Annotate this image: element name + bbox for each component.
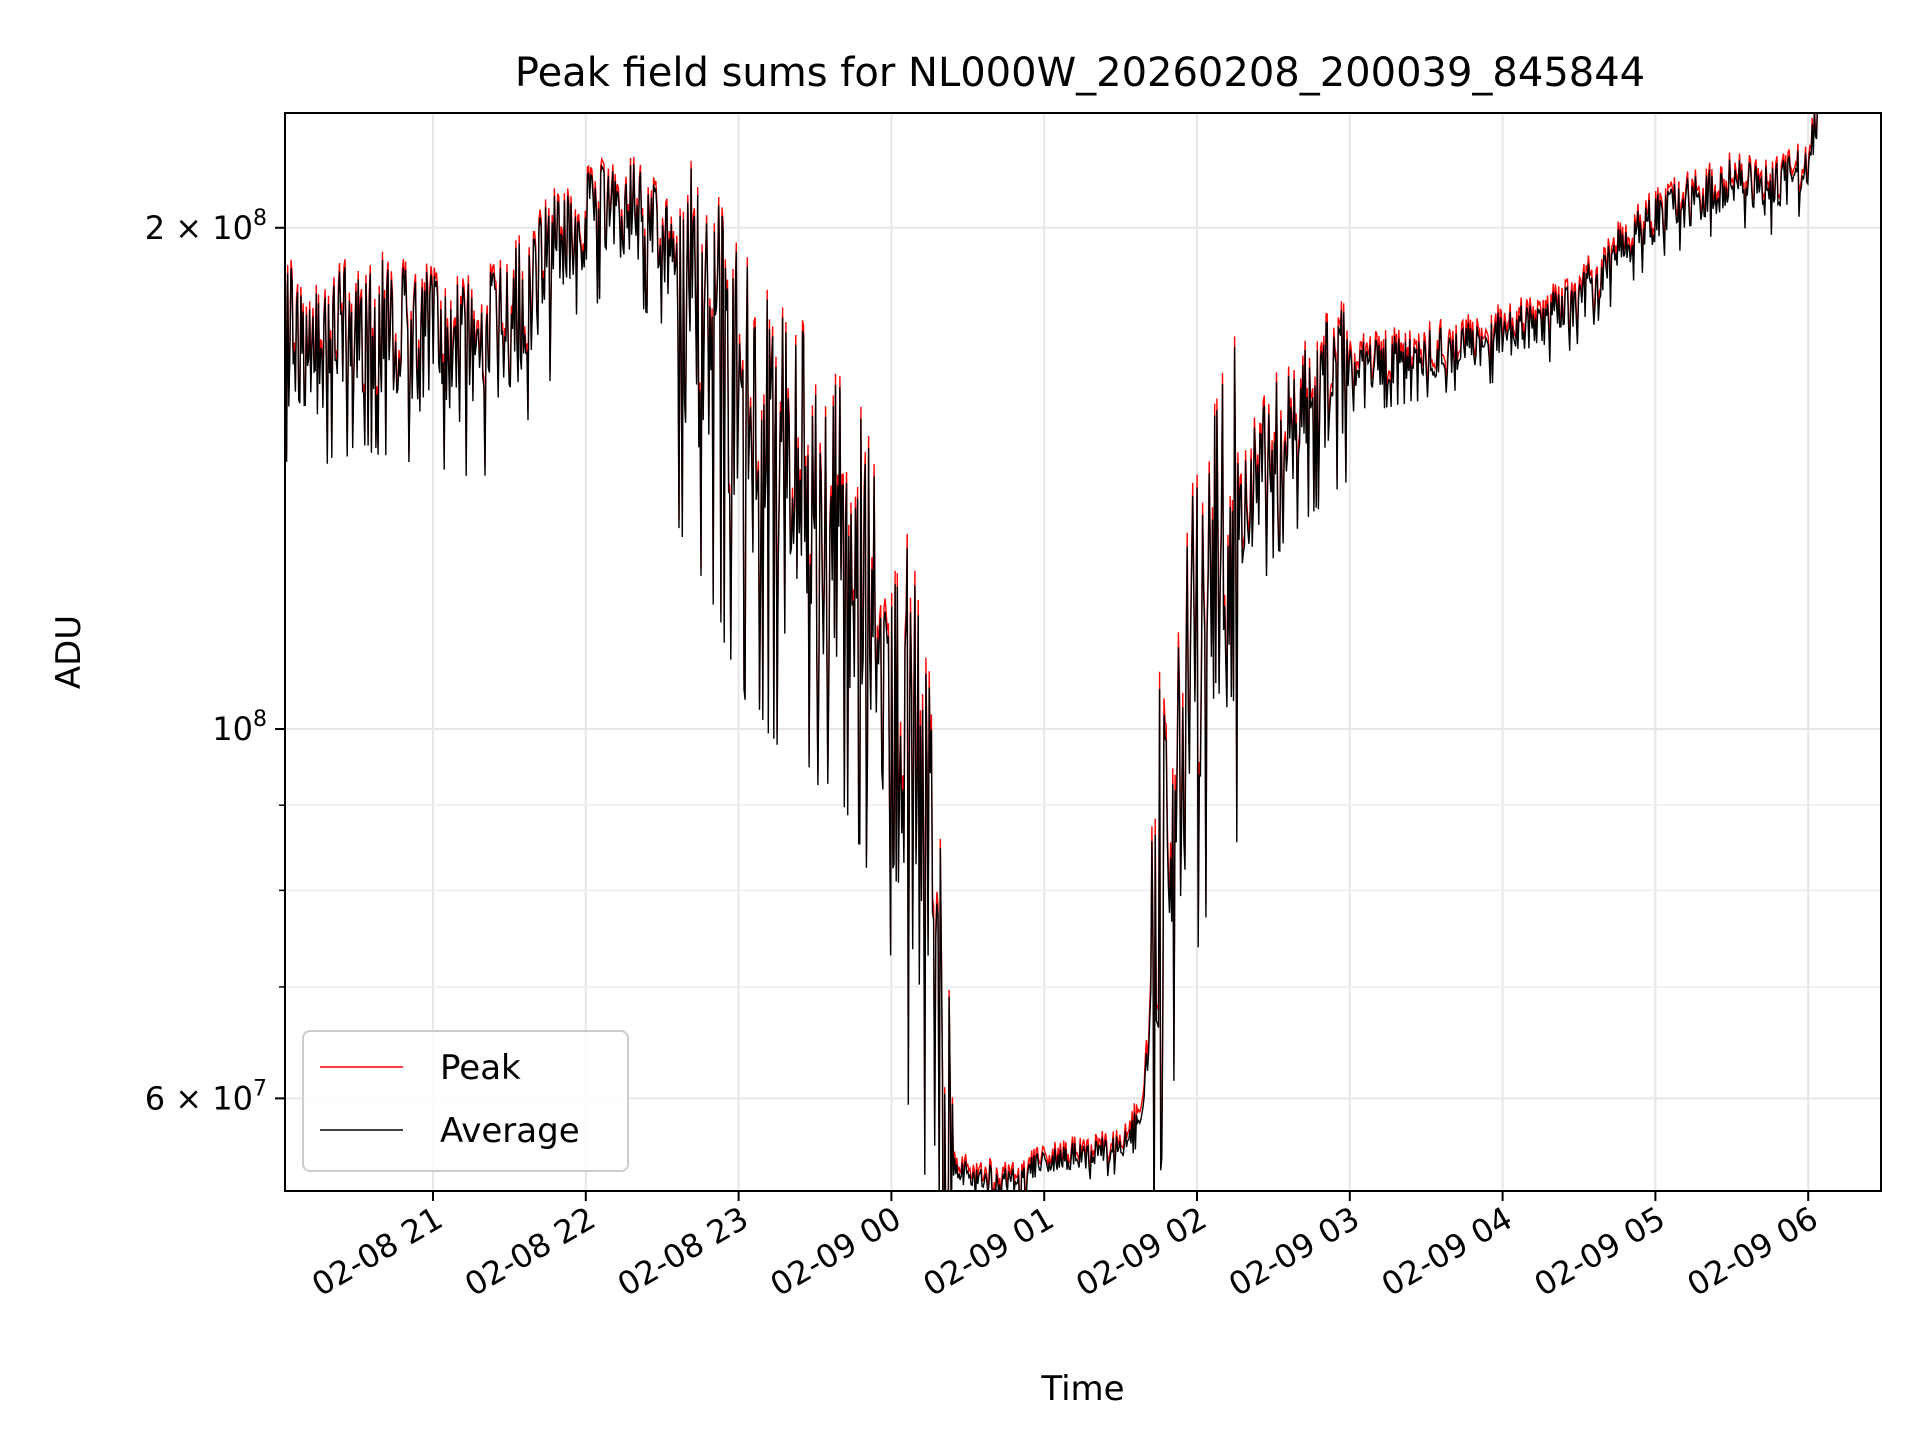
grid xyxy=(285,113,1881,1191)
legend-box xyxy=(302,1030,629,1172)
chart-title: Peak field sums for NL000W_20260208_2000… xyxy=(515,50,1645,96)
y-tick-label: 6 × 107 xyxy=(145,1076,267,1117)
y-tick-label: 2 × 108 xyxy=(145,206,267,247)
series-line-average xyxy=(285,113,1822,1191)
plot-frame xyxy=(284,112,1882,1192)
legend-peak-label: Peak xyxy=(440,1048,521,1088)
y-tick-exponent: 8 xyxy=(253,707,267,732)
legend: Peak Average xyxy=(302,1030,629,1172)
y-axis-label: ADU xyxy=(49,615,89,689)
legend-average-label: Average xyxy=(440,1111,580,1151)
x-axis-label: Time xyxy=(1040,1369,1124,1409)
y-tick-exponent: 8 xyxy=(253,206,267,231)
y-tick-exponent: 7 xyxy=(253,1076,267,1101)
series-lines xyxy=(285,113,1822,1191)
